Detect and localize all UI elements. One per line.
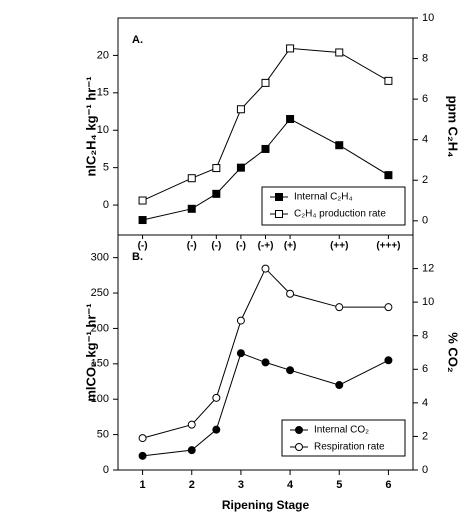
panel-label: B. [132,251,143,263]
x-tick-label: (+) [284,241,297,252]
y-tick-label: 0 [103,464,109,476]
marker [335,381,344,390]
x-tick-label: (-) [211,241,221,252]
marker [384,76,393,85]
series-line [142,352,389,457]
marker [212,189,221,198]
x-tick-label: (+++) [376,241,400,252]
y-tick-label: 250 [91,287,109,299]
marker [212,393,221,402]
x-tick-label: 3 [238,479,244,491]
marker [236,316,245,325]
x-tick-label: (-) [236,241,246,252]
series-line [142,47,389,201]
y-tick-label: 50 [97,429,109,441]
y2-tick-label: 6 [422,363,428,375]
y-axis-title: nlC₂H₄ kg⁻¹ hr⁻¹ [83,76,98,176]
series-line [142,267,389,439]
marker [236,163,245,172]
y2-tick-label: 4 [422,397,428,409]
y2-tick-label: 0 [422,464,428,476]
x-tick-label: 4 [287,479,294,491]
marker [212,164,221,173]
marker [138,196,147,205]
y2-axis-title: % CO₂ [446,332,461,373]
panel-label: A. [132,34,143,46]
y-tick-label: 0 [103,199,109,211]
marker [286,366,295,375]
marker [261,264,270,273]
x-tick-label: 6 [385,479,391,491]
y-tick-label: 15 [97,87,109,99]
marker [138,451,147,460]
marker [335,141,344,150]
marker [138,216,147,225]
y-axis-title: mlCO₂ kg⁻¹ hr⁻¹ [83,303,98,401]
marker [138,434,147,443]
y2-tick-label: 10 [422,296,434,308]
marker [187,446,196,455]
marker [261,144,270,153]
y-tick-label: 150 [91,358,109,370]
marker [261,358,270,367]
y2-tick-label: 6 [422,93,428,105]
x-tick-label: (-+) [258,241,274,252]
x-tick-label: (-) [187,241,197,252]
x-axis-title: Ripening Stage [222,498,310,512]
marker [187,204,196,213]
y2-axis-title: ppm C₂H₄ [446,96,461,158]
legend-label: Respiration rate [314,442,385,453]
marker [335,48,344,57]
y-tick-label: 300 [91,252,109,264]
y-tick-label: 200 [91,322,109,334]
y-tick-label: 100 [91,393,109,405]
marker [261,78,270,87]
marker [286,115,295,124]
y2-tick-label: 0 [422,215,428,227]
marker [236,349,245,358]
marker [187,174,196,183]
legend-marker [295,426,303,434]
y2-tick-label: 4 [422,134,428,146]
marker [286,289,295,298]
legend-label: C₂H₄ production rate [294,209,386,220]
x-tick-label: 1 [140,479,146,491]
y-tick-label: 20 [97,49,109,61]
x-tick-label: 2 [189,479,195,491]
y2-tick-label: 12 [422,262,434,274]
legend-marker [275,193,283,201]
marker [384,356,393,365]
legend-marker [295,443,303,451]
marker [236,105,245,114]
x-tick-label: (-) [138,241,148,252]
y2-tick-label: 8 [422,52,428,64]
series-line [142,118,389,221]
plot-frame [117,234,414,471]
legend-marker [275,210,283,218]
legend-box [281,419,406,457]
marker [335,303,344,312]
y2-tick-label: 10 [422,12,434,24]
marker [384,171,393,180]
y2-tick-label: 2 [422,430,428,442]
y-tick-label: 10 [97,124,109,136]
marker [384,303,393,312]
marker [212,425,221,434]
legend-label: Internal CO₂ [314,425,369,436]
marker [286,44,295,53]
x-tick-label: (++) [330,241,348,252]
legend-label: Internal C₂H₄ [294,192,353,203]
y2-tick-label: 8 [422,330,428,342]
x-tick-label: 5 [336,479,342,491]
legend-box [261,186,406,226]
marker [187,420,196,429]
y2-tick-label: 2 [422,174,428,186]
y-tick-label: 5 [103,162,109,174]
